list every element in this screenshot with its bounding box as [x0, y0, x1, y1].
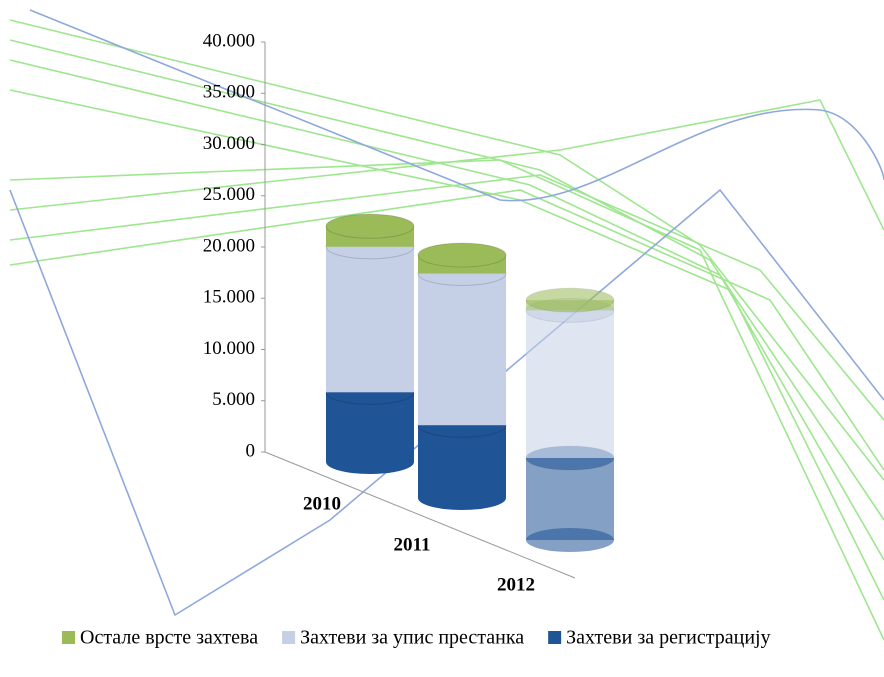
y-tick-label: 25.000 [203, 184, 255, 205]
bar-segment [526, 310, 614, 458]
legend-label: Остале врсте захтева [80, 627, 258, 649]
bar-segment [526, 458, 614, 540]
y-tick-label: 10.000 [203, 338, 255, 359]
legend-swatch [282, 631, 296, 644]
y-tick-label: 15.000 [203, 287, 255, 308]
legend-label: Захтеви за упис престанка [300, 627, 524, 649]
y-tick-label: 30.000 [203, 133, 255, 154]
y-tick-label: 0 [246, 440, 256, 461]
y-tick-label: 35.000 [203, 82, 255, 103]
y-tick-label: 5.000 [212, 389, 255, 410]
segment-top [417, 242, 507, 268]
bar-segment [418, 425, 506, 498]
segment-top [525, 287, 615, 313]
bar-segment [418, 273, 506, 426]
x-tick-label: 2012 [497, 574, 535, 595]
segment-top [325, 213, 415, 239]
legend: Остале врсте захтева Захтеви за упис прес… [62, 627, 771, 649]
x-tick-label: 2011 [394, 534, 431, 555]
y-tick-label: 20.000 [203, 235, 255, 256]
legend-label: Захтеви за регистрацију [566, 627, 770, 649]
bar-segment [326, 246, 414, 393]
x-tick-label: 2010 [303, 493, 341, 514]
y-tick-label: 40.000 [203, 30, 255, 51]
legend-swatch [62, 631, 75, 644]
floor-axis [264, 451, 576, 579]
legend-swatch [548, 631, 562, 644]
